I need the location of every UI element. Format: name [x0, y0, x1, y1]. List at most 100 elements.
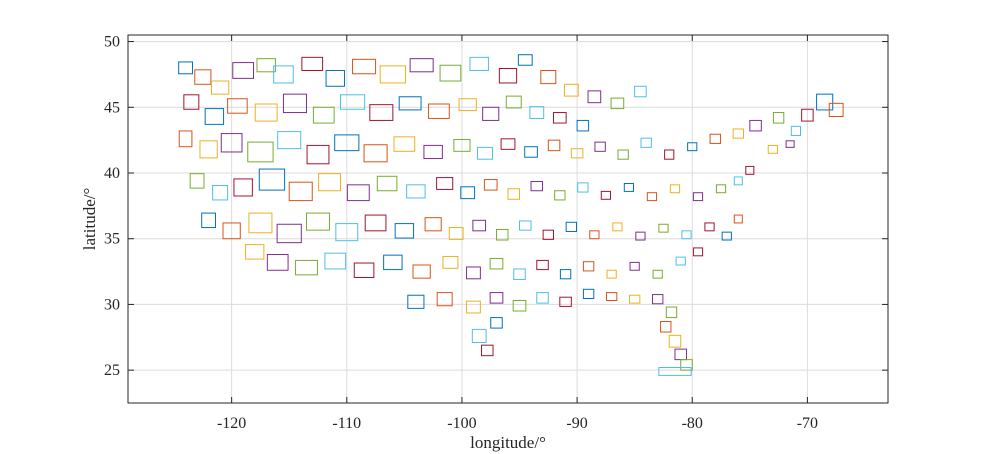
- data-rectangle: [513, 268, 526, 280]
- data-rectangle: [318, 173, 341, 192]
- data-rectangle: [439, 64, 462, 82]
- data-rectangle: [324, 252, 347, 270]
- data-rectangle: [490, 317, 503, 329]
- plot-area-frame: [127, 34, 889, 404]
- data-rectangle: [471, 328, 487, 344]
- data-rectangle: [489, 257, 504, 270]
- data-rectangle: [212, 184, 229, 201]
- x-tick-label: -90: [566, 415, 587, 432]
- data-rectangle: [199, 140, 218, 159]
- data-rectangle: [576, 119, 590, 132]
- data-rectangle: [335, 223, 359, 242]
- data-rectangle: [288, 181, 313, 202]
- data-rectangle: [652, 294, 664, 305]
- x-axis-label: longitude/°: [470, 433, 546, 452]
- data-rectangle: [398, 96, 422, 111]
- data-rectangle: [379, 65, 407, 84]
- data-rectangle: [428, 103, 450, 119]
- data-rectangle: [692, 192, 704, 202]
- x-tick-label: -100: [447, 415, 476, 432]
- data-rectangle: [407, 294, 425, 309]
- data-rectangle: [629, 261, 640, 271]
- data-rectangle: [547, 139, 561, 152]
- data-rectangle: [276, 223, 302, 244]
- data-rectangle: [732, 128, 744, 139]
- data-rectangle: [709, 133, 721, 144]
- data-rectangle: [559, 269, 572, 280]
- data-rectangle: [658, 367, 692, 376]
- data-rectangle: [721, 231, 732, 241]
- data-rectangle: [469, 56, 489, 71]
- data-rectangle: [617, 149, 629, 160]
- data-rectangle: [745, 165, 755, 175]
- data-rectangle: [589, 230, 600, 240]
- data-rectangle: [563, 83, 579, 97]
- data-rectangle: [530, 181, 544, 192]
- data-rectangle: [312, 106, 335, 124]
- data-rectangle: [178, 61, 193, 75]
- data-rectangle: [482, 106, 500, 121]
- data-rectangle: [536, 259, 549, 271]
- data-rectangle: [282, 93, 307, 114]
- data-rectangle: [453, 138, 471, 152]
- data-rectangle: [436, 177, 454, 190]
- data-rectangle: [542, 229, 554, 240]
- y-tick-label: 45: [104, 99, 120, 116]
- data-rectangle: [512, 299, 527, 312]
- data-rectangle: [339, 94, 366, 110]
- data-rectangle: [466, 300, 481, 314]
- data-rectangle: [301, 56, 324, 71]
- data-rectangle: [658, 223, 669, 233]
- data-rectangle: [495, 229, 509, 241]
- data-rectangle: [610, 97, 625, 110]
- data-rectangle: [715, 184, 727, 194]
- grid-lines: [128, 35, 888, 403]
- x-tick-label: -120: [217, 415, 246, 432]
- y-tick-label: 25: [104, 362, 120, 379]
- data-rectangle: [412, 264, 431, 279]
- data-rectangle: [600, 190, 611, 200]
- x-tick-label: -80: [682, 415, 703, 432]
- data-rectangle: [194, 69, 212, 85]
- data-rectangle: [577, 182, 589, 193]
- data-rectangle: [565, 221, 578, 232]
- data-rectangle: [772, 112, 785, 124]
- data-rectangle: [406, 184, 426, 199]
- data-rectangle: [646, 192, 658, 202]
- data-rectangle: [295, 259, 318, 276]
- data-rectangle: [306, 144, 330, 165]
- data-rectangle: [183, 94, 200, 110]
- data-rectangle: [458, 98, 477, 112]
- data-rectangle: [189, 173, 205, 189]
- data-rectangle: [254, 103, 278, 122]
- data-rectangle: [227, 98, 248, 114]
- data-marks: [178, 54, 844, 376]
- data-rectangle: [733, 214, 743, 224]
- data-rectangle: [623, 183, 635, 192]
- data-rectangle: [460, 186, 476, 200]
- y-tick-label: 40: [104, 165, 120, 182]
- data-rectangle: [529, 106, 545, 119]
- data-rectangle: [801, 108, 814, 122]
- data-rectangle: [681, 230, 692, 240]
- data-rectangle: [828, 102, 844, 117]
- data-rectangle: [424, 217, 442, 232]
- data-rectangle: [582, 288, 595, 300]
- y-tick-label: 35: [104, 231, 120, 248]
- data-rectangle: [540, 69, 557, 85]
- data-rectangle: [767, 144, 778, 154]
- data-rectangle: [559, 296, 572, 307]
- data-rectangle: [665, 306, 678, 319]
- data-rectangle: [423, 144, 443, 160]
- data-rectangle: [364, 214, 387, 232]
- data-rectangle: [466, 266, 481, 280]
- data-rectangle: [481, 344, 494, 357]
- data-rectangle: [668, 334, 682, 348]
- data-rectangle: [325, 69, 345, 87]
- data-rectangle: [664, 149, 675, 160]
- data-rectangle: [489, 292, 504, 304]
- data-rectangle: [369, 104, 394, 121]
- data-rectangle: [353, 262, 375, 278]
- data-rectangle: [498, 68, 518, 84]
